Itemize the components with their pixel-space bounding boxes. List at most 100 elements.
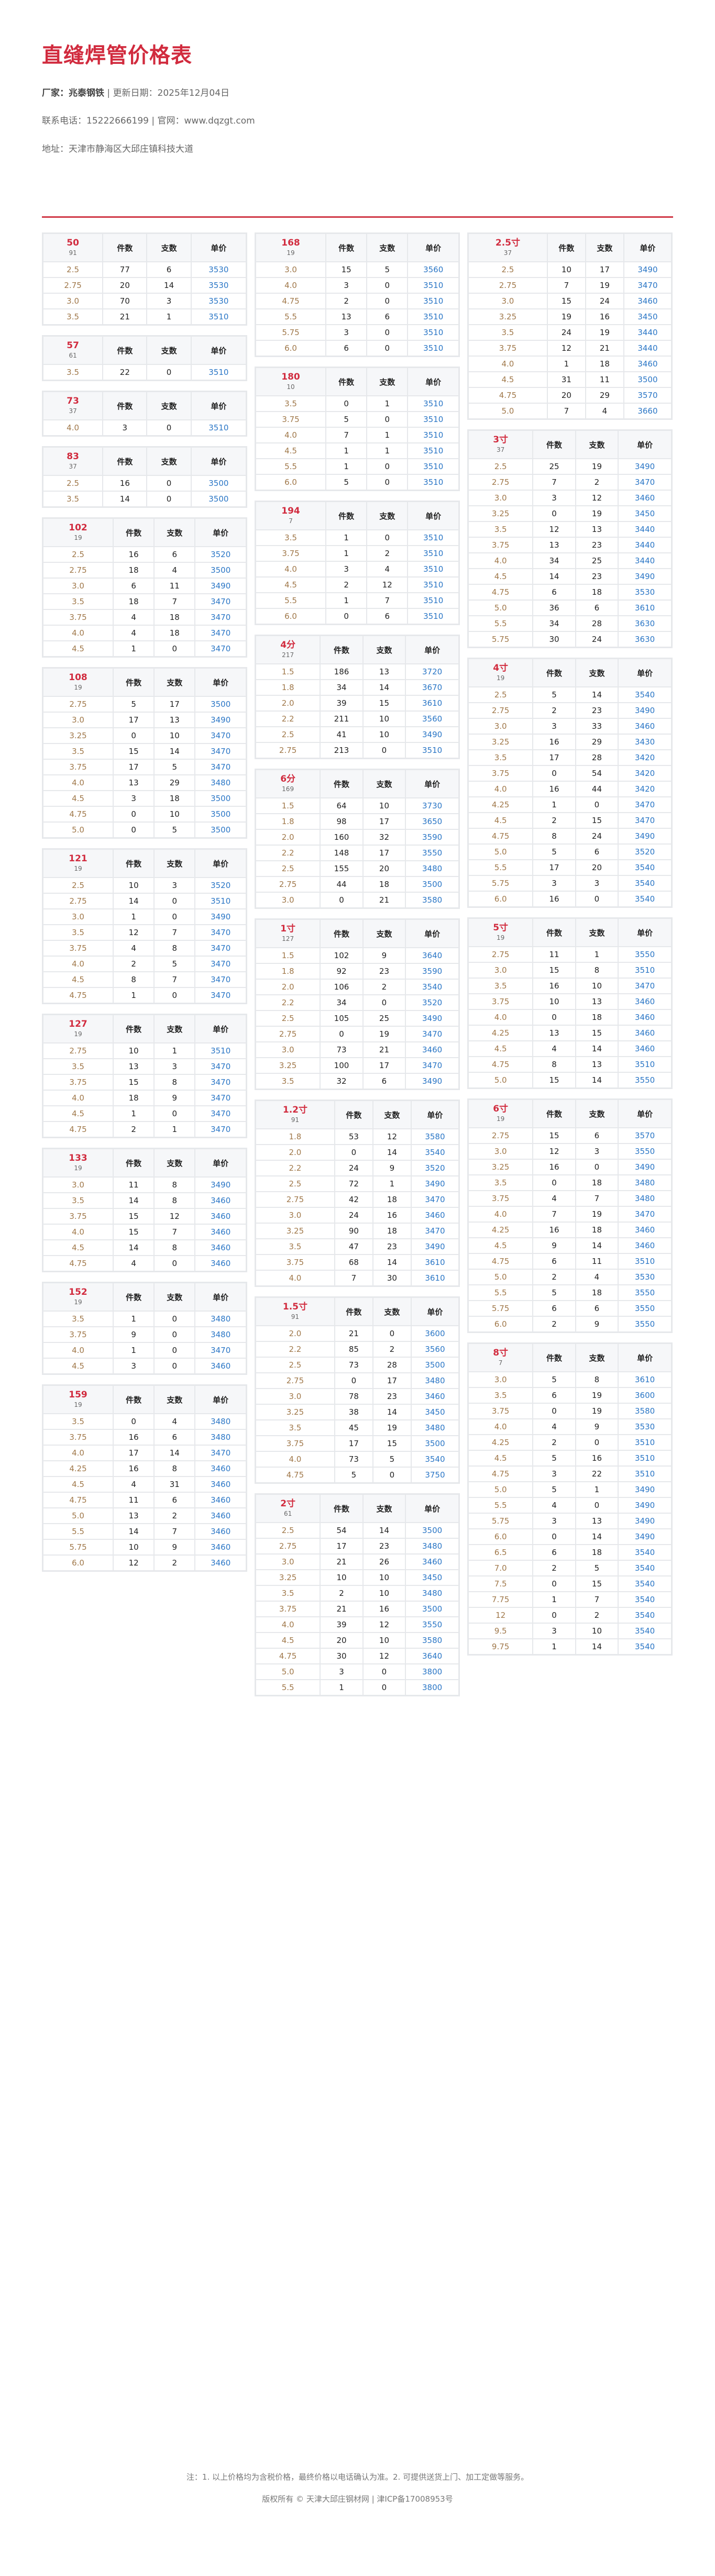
spec-count: 91 [69, 249, 77, 257]
thickness-cell: 5.5 [469, 1285, 533, 1300]
price-cell: 3480 [195, 1312, 246, 1326]
price-cell: 3510 [195, 894, 246, 908]
pieces-cell: 21 [321, 1602, 362, 1616]
sticks-cell: 0 [155, 988, 195, 1003]
sticks-header: 支数 [367, 234, 408, 261]
price-cell: 3440 [619, 538, 671, 552]
pieces-cell: 1 [326, 593, 367, 608]
footer-note: 注：1. 以上价格均为含税价格，最终价格以电话确认为准。2. 可提供送货上门、加… [186, 2472, 529, 2482]
thickness-cell: 5.75 [256, 325, 326, 340]
table-row: 4.75 2 1 3470 [43, 1122, 246, 1137]
table-row: 4.5 2 15 3470 [469, 813, 671, 828]
thickness-cell: 3.0 [256, 1042, 320, 1057]
pieces-cell: 16 [533, 892, 575, 906]
table-row: 4.75 8 24 3490 [469, 829, 671, 843]
table-row: 4.75 30 12 3640 [256, 1649, 458, 1663]
table-row: 3.25 0 10 3470 [43, 728, 246, 743]
thickness-cell: 3.25 [256, 1570, 320, 1585]
table-row: 4.75 5 0 3750 [256, 1468, 458, 1482]
pieces-cell: 1 [533, 797, 575, 812]
price-cell: 3460 [411, 1208, 458, 1223]
sticks-cell: 14 [576, 1238, 618, 1253]
pieces-cell: 12 [114, 925, 154, 940]
price-cell: 3560 [408, 262, 458, 277]
sticks-header: 支数 [363, 636, 405, 663]
price-cell: 3470 [195, 1106, 246, 1121]
thickness-cell: 4.5 [43, 791, 113, 806]
pieces-cell: 7 [547, 404, 585, 418]
pieces-cell: 20 [103, 278, 147, 293]
price-cell: 3730 [406, 798, 458, 813]
spec-header: 3寸 37 [469, 431, 533, 458]
price-cell: 3490 [195, 579, 246, 593]
thickness-cell: 3.0 [43, 1178, 113, 1192]
sticks-cell: 8 [576, 1372, 618, 1387]
thickness-cell: 4.0 [43, 1446, 113, 1460]
pieces-cell: 85 [335, 1342, 372, 1357]
thickness-cell: 4.75 [43, 988, 113, 1003]
table-header-row: 6寸 19 件数 支数 单价 [469, 1100, 671, 1127]
pieces-cell: 1 [114, 1343, 154, 1358]
thickness-cell: 2.5 [256, 1523, 320, 1538]
price-cell: 3520 [411, 1161, 458, 1175]
table-row: 5.75 3 3 3540 [469, 876, 671, 891]
table-row: 3.5 32 6 3490 [256, 1074, 458, 1089]
thickness-cell: 3.5 [469, 522, 533, 537]
price-table: 50 91 件数 支数 单价 2.5 77 6 3530 2.75 20 14 3530 3.0 70 3 35… [42, 232, 247, 326]
pieces-cell: 41 [321, 727, 362, 742]
pieces-cell: 73 [335, 1452, 372, 1467]
sticks-header: 支数 [155, 1386, 195, 1413]
table-row: 4.0 2 5 3470 [43, 957, 246, 971]
thickness-cell: 3.0 [256, 1389, 334, 1404]
thickness-cell: 3.0 [256, 1555, 320, 1569]
sticks-cell: 18 [576, 1223, 618, 1237]
table-row: 2.75 213 0 3510 [256, 743, 458, 758]
thickness-cell: 6.0 [256, 341, 326, 356]
pieces-cell: 16 [114, 547, 154, 562]
pieces-cell: 106 [321, 980, 362, 994]
table-row: 1.8 34 14 3670 [256, 680, 458, 695]
page-title: 直缝焊管价格表 [42, 43, 192, 68]
sticks-cell: 24 [576, 632, 618, 647]
table-row: 4.0 18 9 3470 [43, 1091, 246, 1105]
thickness-cell: 3.5 [43, 744, 113, 759]
price-table: 168 19 件数 支数 单价 3.0 15 5 3560 4.0 3 0 3510 4.75 2 0 3510… [255, 232, 460, 357]
table-row: 6.0 0 14 3490 [469, 1529, 671, 1544]
pieces-header: 件数 [321, 920, 362, 947]
spec-count: 10 [287, 383, 295, 391]
sticks-cell: 19 [576, 506, 618, 521]
sticks-header: 支数 [576, 659, 618, 686]
thickness-cell: 5.0 [469, 601, 533, 615]
pieces-cell: 0 [533, 1175, 575, 1190]
thickness-cell: 4.5 [43, 641, 113, 656]
sticks-header: 支数 [155, 1149, 195, 1176]
table-header-row: 194 7 件数 支数 单价 [256, 502, 458, 529]
spec-header: 4寸 19 [469, 659, 533, 686]
price-table: 57 61 件数 支数 单价 3.5 22 0 3510 [42, 335, 247, 381]
table-row: 3.5 22 0 3510 [43, 365, 246, 380]
sticks-cell: 0 [363, 1664, 405, 1679]
table-row: 3.75 16 6 3480 [43, 1430, 246, 1445]
thickness-cell: 2.75 [256, 1027, 320, 1041]
thickness-cell: 4.5 [256, 1633, 320, 1648]
table-row: 6.0 12 2 3460 [43, 1556, 246, 1570]
table-row: 5.0 13 2 3460 [43, 1508, 246, 1523]
sticks-cell: 1 [147, 309, 191, 324]
price-cell: 3510 [408, 593, 458, 608]
pieces-cell: 0 [326, 609, 367, 624]
pieces-cell: 44 [321, 877, 362, 892]
sticks-header: 支数 [373, 1298, 411, 1325]
price-cell: 3470 [195, 728, 246, 743]
thickness-cell: 3.75 [469, 1404, 533, 1418]
price-cell: 3490 [619, 1160, 671, 1174]
sticks-cell: 1 [576, 947, 618, 962]
price-cell: 3480 [411, 1373, 458, 1388]
price-cell: 3460 [195, 1193, 246, 1208]
table-row: 5.5 34 28 3630 [469, 616, 671, 631]
pieces-cell: 2 [114, 957, 154, 971]
thickness-cell: 2.75 [256, 1192, 334, 1207]
pieces-cell: 2 [533, 1435, 575, 1450]
pieces-header: 件数 [114, 1386, 154, 1413]
pieces-cell: 5 [533, 845, 575, 859]
pieces-cell: 18 [114, 563, 154, 578]
